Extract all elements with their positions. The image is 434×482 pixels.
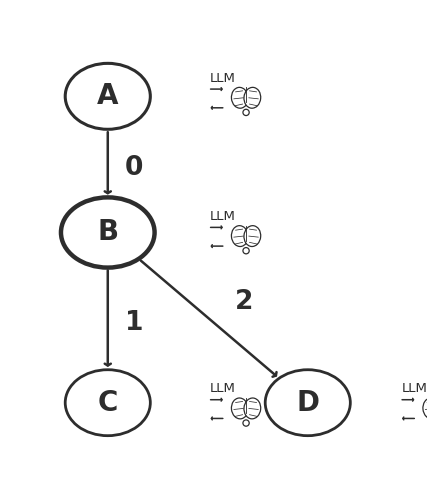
Text: D: D — [296, 388, 319, 417]
Text: B: B — [97, 218, 118, 246]
Ellipse shape — [61, 198, 155, 268]
Ellipse shape — [243, 420, 249, 426]
Ellipse shape — [265, 370, 350, 436]
Ellipse shape — [244, 87, 261, 108]
Ellipse shape — [243, 248, 249, 254]
Text: LLM: LLM — [401, 382, 427, 395]
Ellipse shape — [65, 63, 150, 129]
Text: C: C — [98, 388, 118, 417]
Ellipse shape — [231, 226, 248, 246]
Ellipse shape — [243, 109, 249, 116]
Text: 2: 2 — [234, 289, 253, 315]
Ellipse shape — [65, 370, 150, 436]
Text: 0: 0 — [125, 155, 143, 181]
Text: 1: 1 — [125, 310, 143, 336]
Ellipse shape — [231, 87, 248, 108]
Ellipse shape — [423, 398, 434, 419]
Text: LLM: LLM — [210, 210, 236, 223]
Ellipse shape — [244, 398, 261, 419]
Ellipse shape — [244, 226, 261, 246]
Text: LLM: LLM — [210, 382, 236, 395]
Text: A: A — [97, 82, 118, 110]
Ellipse shape — [231, 398, 248, 419]
Text: LLM: LLM — [210, 71, 236, 84]
